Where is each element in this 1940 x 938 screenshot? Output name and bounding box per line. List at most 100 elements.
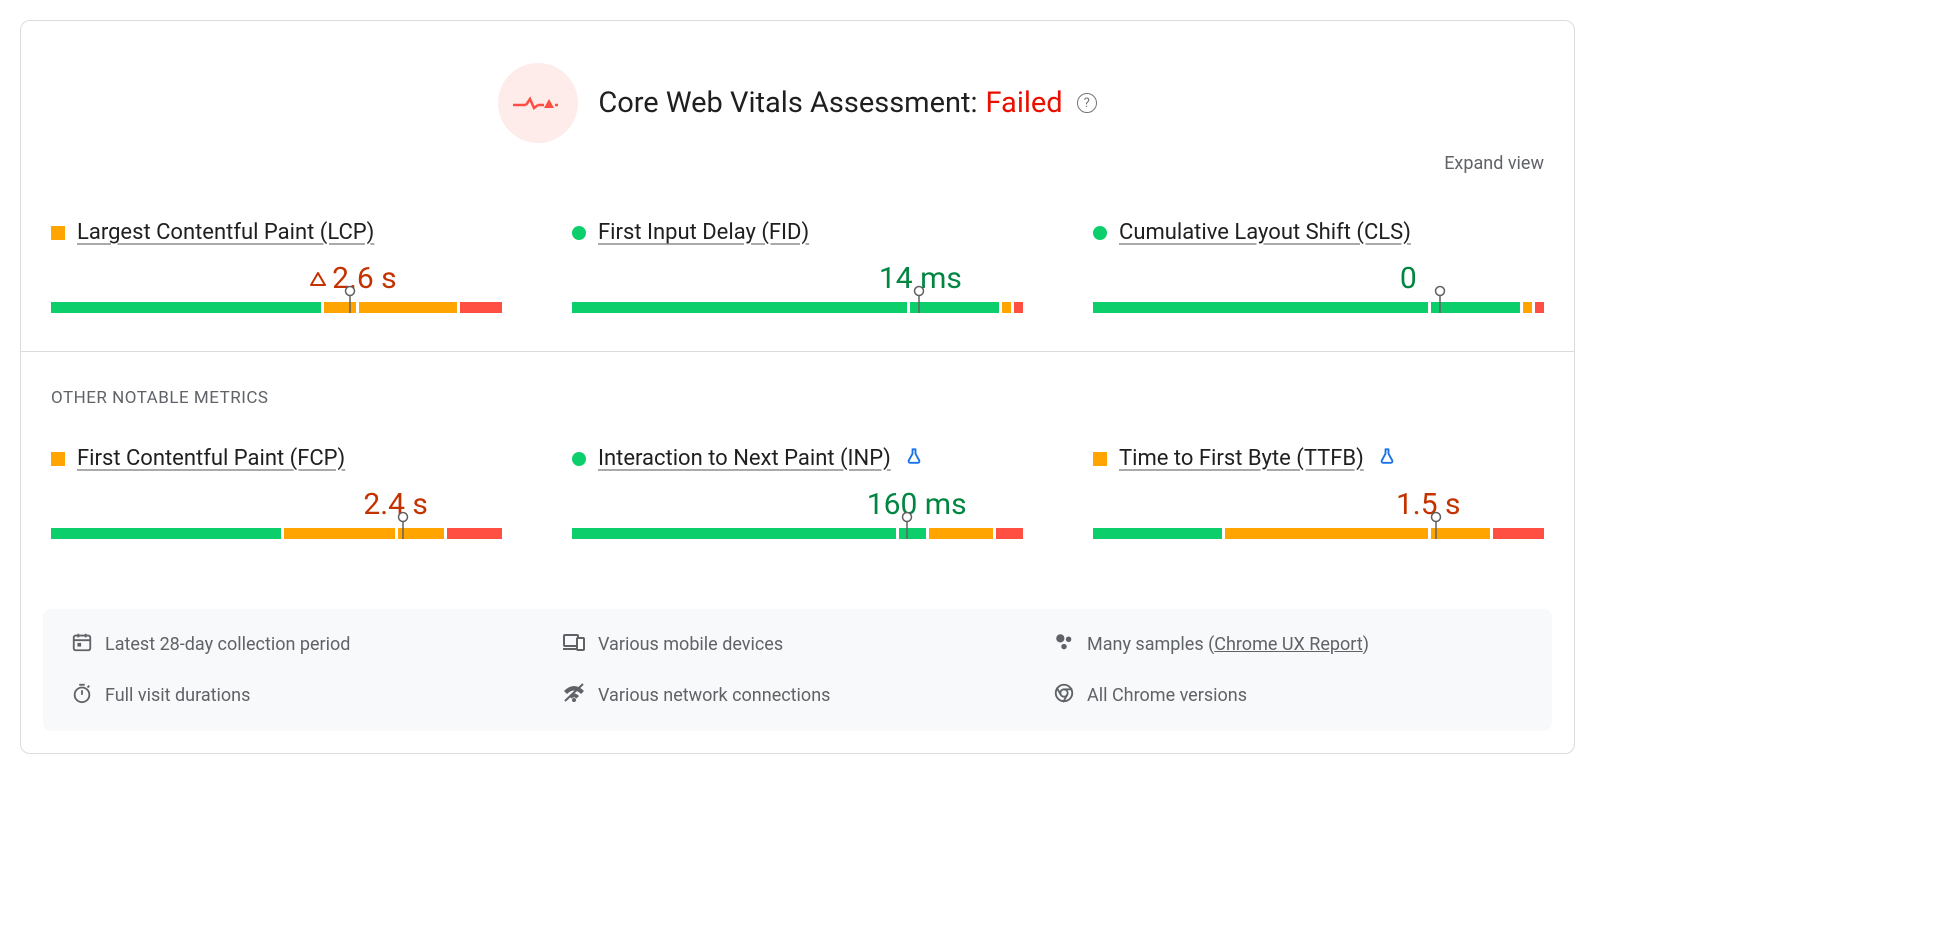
flask-icon	[903, 446, 923, 471]
metric-title-link[interactable]: Time to First Byte (TTFB)	[1093, 446, 1544, 471]
distribution-segment	[1093, 302, 1428, 313]
metric-card: Cumulative Layout Shift (CLS) 0	[1093, 220, 1544, 313]
metric-card: Largest Contentful Paint (LCP) 2.6 s	[51, 220, 502, 313]
distribution-segment	[51, 528, 281, 539]
metric-value-row: 2.6 s	[51, 261, 502, 296]
metric-value-row: 160 ms	[572, 487, 1023, 522]
footer-info-text: All Chrome versions	[1087, 685, 1247, 706]
metric-card: Time to First Byte (TTFB) 1.5 s	[1093, 446, 1544, 539]
samples-icon	[1053, 631, 1075, 658]
footer-info-item: Various network connections	[562, 682, 1033, 709]
metric-value-row: 2.4 s	[51, 487, 502, 522]
metric-name: First Input Delay (FID)	[598, 220, 809, 245]
distribution-bar	[572, 528, 1023, 539]
assessment-title-prefix: Core Web Vitals Assessment:	[598, 86, 977, 120]
footer-info-text: Various mobile devices	[598, 634, 783, 655]
metric-title-link[interactable]: Interaction to Next Paint (INP)	[572, 446, 1023, 471]
core-metrics-grid: Largest Contentful Paint (LCP) 2.6 s Fir…	[21, 182, 1574, 343]
expand-view-row: Expand view	[21, 153, 1574, 182]
metric-name: Largest Contentful Paint (LCP)	[77, 220, 374, 245]
status-indicator-icon	[1093, 452, 1107, 466]
distribution-bar	[1093, 302, 1544, 313]
collection-footer: Latest 28-day collection period Various …	[43, 609, 1552, 731]
metric-value: 2.4 s	[363, 487, 428, 522]
metric-name: Cumulative Layout Shift (CLS)	[1119, 220, 1411, 245]
network-icon	[562, 683, 586, 708]
distribution-segment	[460, 302, 502, 313]
distribution-segment	[572, 302, 907, 313]
distribution-segment	[1523, 302, 1532, 313]
metric-value-row: 14 ms	[572, 261, 1023, 296]
metric-name: Interaction to Next Paint (INP)	[598, 446, 891, 471]
distribution-segment	[1431, 528, 1491, 539]
assessment-status-text: Failed	[986, 86, 1063, 120]
assessment-header: Core Web Vitals Assessment: Failed ?	[21, 21, 1574, 153]
distribution-segment	[1002, 302, 1011, 313]
distribution-segment	[1014, 302, 1023, 313]
distribution-segment	[996, 528, 1023, 539]
metric-value-row: 1.5 s	[1093, 487, 1544, 522]
distribution-segment	[284, 528, 395, 539]
distribution-segment	[910, 302, 998, 313]
metric-card: Interaction to Next Paint (INP) 160 ms	[572, 446, 1023, 539]
footer-info-item: Full visit durations	[71, 682, 542, 709]
distribution-bar	[51, 302, 502, 313]
metric-value: 2.6 s	[332, 261, 397, 296]
distribution-segment	[447, 528, 502, 539]
footer-info-text: Latest 28-day collection period	[105, 634, 350, 655]
distribution-bar	[1093, 528, 1544, 539]
distribution-segment	[1093, 528, 1222, 539]
metric-value: 14 ms	[879, 261, 962, 296]
assessment-status-icon	[498, 63, 578, 143]
footer-info-item: Many samples (Chrome UX Report)	[1053, 631, 1524, 658]
distribution-segment	[1493, 528, 1544, 539]
distribution-bar	[572, 302, 1023, 313]
chrome-icon	[1053, 682, 1075, 709]
devices-icon	[562, 631, 586, 658]
distribution-segment	[398, 528, 444, 539]
metric-name: First Contentful Paint (FCP)	[77, 446, 345, 471]
status-indicator-icon	[572, 452, 586, 466]
metric-title-link[interactable]: Cumulative Layout Shift (CLS)	[1093, 220, 1544, 245]
distribution-segment	[899, 528, 926, 539]
metric-value: 1.5 s	[1396, 487, 1461, 522]
help-icon[interactable]: ?	[1077, 93, 1097, 113]
footer-info-text: Various network connections	[598, 685, 830, 706]
distribution-segment	[324, 302, 357, 313]
calendar-icon	[71, 631, 93, 658]
metric-value: 0	[1400, 261, 1417, 296]
footer-info-item: All Chrome versions	[1053, 682, 1524, 709]
metric-value-row: 0	[1093, 261, 1544, 296]
metric-card: First Input Delay (FID) 14 ms	[572, 220, 1023, 313]
flask-icon	[1376, 446, 1396, 471]
other-metrics-label: OTHER NOTABLE METRICS	[21, 352, 1574, 408]
chrome-ux-report-link[interactable]: Chrome UX Report	[1214, 634, 1362, 655]
distribution-segment	[1225, 528, 1428, 539]
expand-view-button[interactable]: Expand view	[1444, 153, 1544, 174]
metric-value: 160 ms	[867, 487, 967, 522]
distribution-bar	[51, 528, 502, 539]
distribution-segment	[359, 302, 457, 313]
metric-title-link[interactable]: First Input Delay (FID)	[572, 220, 1023, 245]
footer-info-text: Many samples (Chrome UX Report)	[1087, 634, 1369, 655]
distribution-segment	[51, 302, 321, 313]
status-indicator-icon	[1093, 226, 1107, 240]
footer-info-item: Latest 28-day collection period	[71, 631, 542, 658]
metric-title-link[interactable]: First Contentful Paint (FCP)	[51, 446, 502, 471]
distribution-segment	[1431, 302, 1519, 313]
timer-icon	[71, 682, 93, 709]
distribution-segment	[929, 528, 993, 539]
status-indicator-icon	[572, 226, 586, 240]
metric-card: First Contentful Paint (FCP) 2.4 s	[51, 446, 502, 539]
core-web-vitals-card: Core Web Vitals Assessment: Failed ? Exp…	[20, 20, 1575, 754]
status-indicator-icon	[51, 452, 65, 466]
metric-name: Time to First Byte (TTFB)	[1119, 446, 1364, 471]
other-metrics-grid: First Contentful Paint (FCP) 2.4 s Inter…	[21, 408, 1574, 569]
status-indicator-icon	[51, 226, 65, 240]
distribution-segment	[1535, 302, 1544, 313]
metric-title-link[interactable]: Largest Contentful Paint (LCP)	[51, 220, 502, 245]
assessment-title: Core Web Vitals Assessment: Failed ?	[598, 86, 1096, 120]
footer-info-item: Various mobile devices	[562, 631, 1033, 658]
footer-info-text: Full visit durations	[105, 685, 250, 706]
distribution-segment	[572, 528, 896, 539]
